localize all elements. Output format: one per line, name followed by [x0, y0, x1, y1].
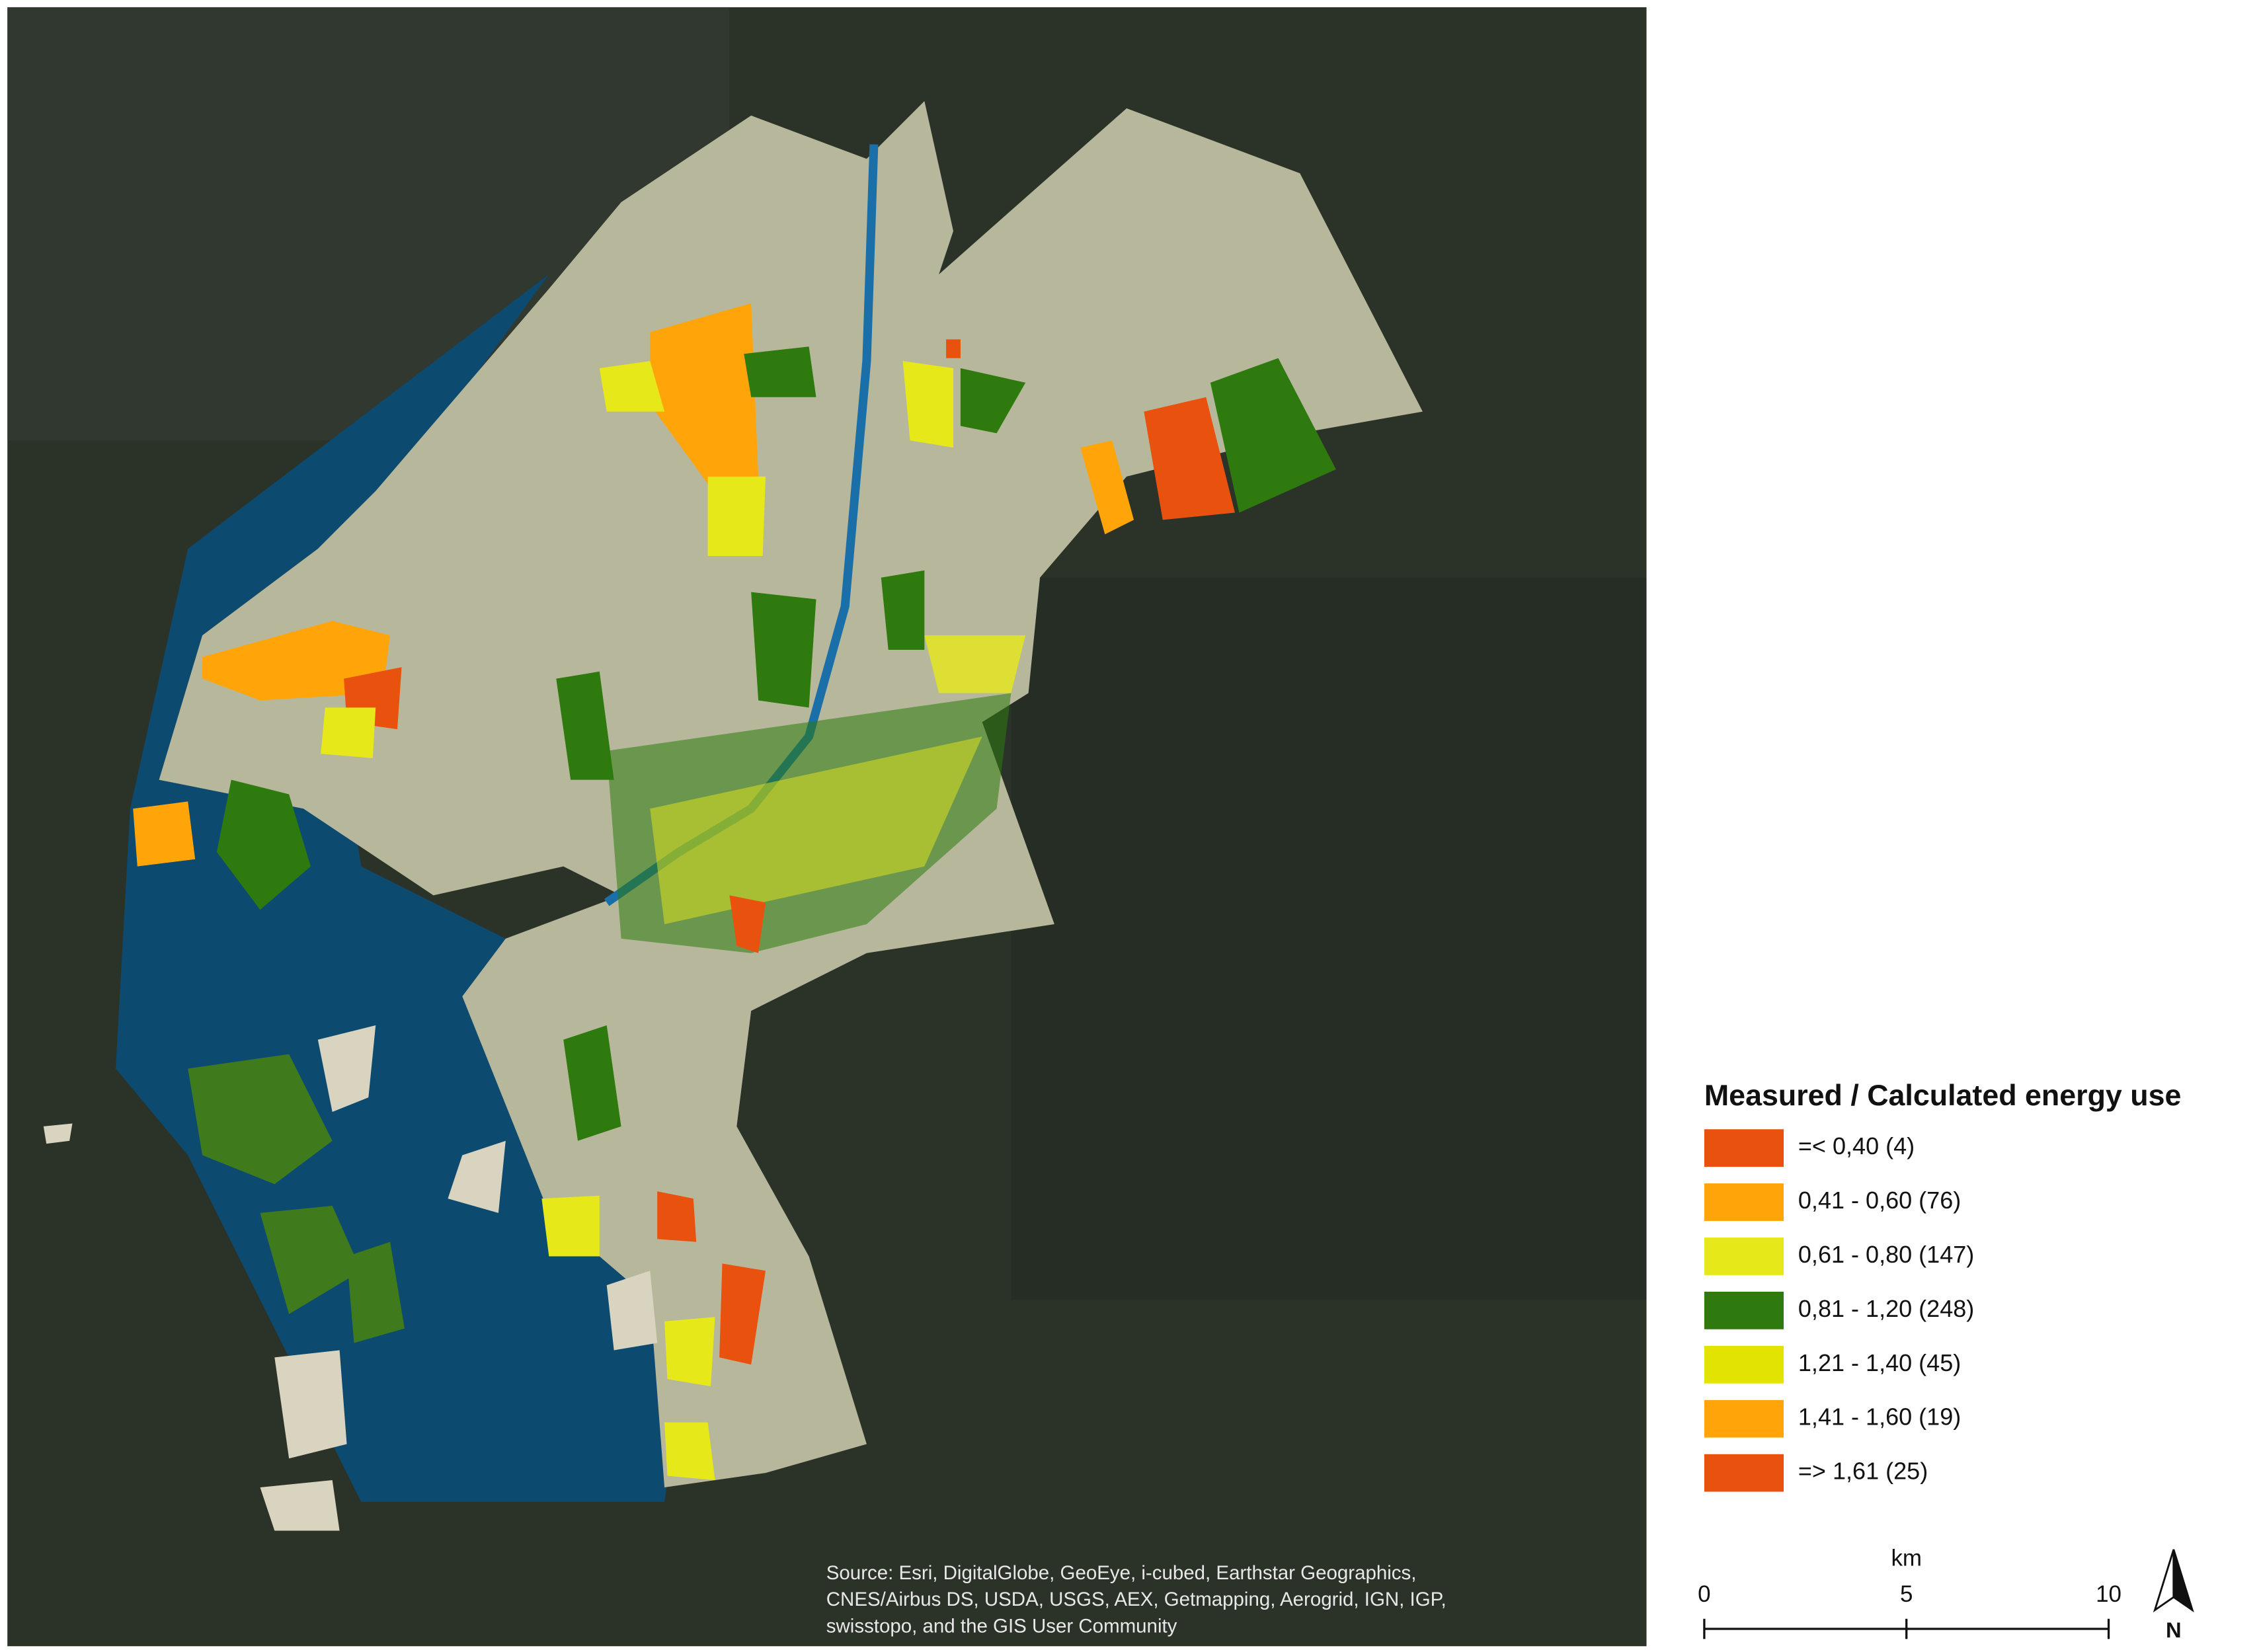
attribution: Source: Esri, DigitalGlobe, GeoEye, i-cu… [826, 1562, 1447, 1637]
legend-label: 0,81 - 1,20 (248) [1798, 1295, 1974, 1322]
legend-label: 0,41 - 0,60 (76) [1798, 1187, 1961, 1214]
legend-label: => 1,61 (25) [1798, 1458, 1928, 1485]
legend-swatch [1704, 1345, 1784, 1384]
legend-swatch [1704, 1291, 1784, 1329]
legend-label: =< 0,40 (4) [1798, 1132, 1915, 1160]
legend-swatch [1704, 1399, 1784, 1438]
legend-swatch [1704, 1238, 1784, 1275]
north-arrow: N [2153, 1549, 2194, 1642]
islands [43, 1025, 658, 1531]
legend-swatch [1704, 1454, 1784, 1492]
basemap [7, 7, 1647, 1647]
north-label: N [2166, 1618, 2182, 1642]
green-islands [188, 1054, 405, 1343]
scale-tick-label: 0 [1698, 1581, 1710, 1607]
legend-label: 1,41 - 1,60 (19) [1798, 1403, 1961, 1431]
legend-swatch [1704, 1183, 1784, 1221]
scale-tick-label: 5 [1900, 1581, 1913, 1607]
legend-swatch [1704, 1129, 1784, 1167]
districts [133, 303, 1336, 1481]
north-arrow-right [2172, 1549, 2194, 1613]
scale-unit: km [1891, 1545, 1922, 1571]
scale-bar: km 0 5 10 [1698, 1545, 2121, 1639]
attribution-line: Source: Esri, DigitalGlobe, GeoEye, i-cu… [826, 1562, 1417, 1584]
attribution-line: CNES/Airbus DS, USDA, USGS, AEX, Getmapp… [826, 1589, 1447, 1610]
legend-label: 0,61 - 0,80 (147) [1798, 1241, 1974, 1268]
legend-title: Measured / Calculated energy use [1704, 1079, 2182, 1112]
legend-label: 1,21 - 1,40 (45) [1798, 1349, 1961, 1376]
legend: Measured / Calculated energy use =< 0,40… [1704, 1079, 2182, 1492]
scale-tick-label: 10 [2096, 1581, 2121, 1607]
attribution-line: swisstopo, and the GIS User Community [826, 1616, 1177, 1637]
terrain-patch [1011, 577, 1647, 1300]
